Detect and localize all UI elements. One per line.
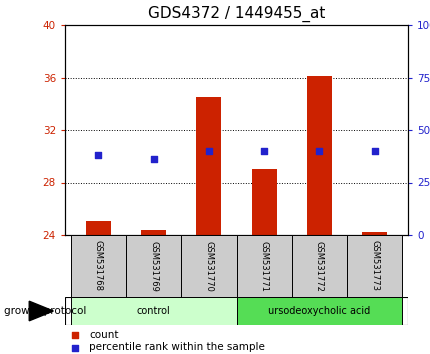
Text: GSM531770: GSM531770 xyxy=(204,241,213,291)
Text: control: control xyxy=(136,306,170,316)
Bar xyxy=(251,169,276,235)
Point xyxy=(95,152,101,158)
Polygon shape xyxy=(29,301,53,321)
Title: GDS4372 / 1449455_at: GDS4372 / 1449455_at xyxy=(147,6,324,22)
FancyBboxPatch shape xyxy=(291,235,346,297)
Text: GSM531768: GSM531768 xyxy=(93,240,102,291)
Point xyxy=(315,148,322,154)
Point xyxy=(150,156,157,162)
Bar xyxy=(86,221,111,235)
Point xyxy=(260,148,267,154)
Point xyxy=(72,345,79,350)
Text: percentile rank within the sample: percentile rank within the sample xyxy=(89,343,264,353)
FancyBboxPatch shape xyxy=(181,235,236,297)
Point xyxy=(72,332,79,337)
Text: count: count xyxy=(89,330,118,339)
Bar xyxy=(306,76,331,235)
FancyBboxPatch shape xyxy=(126,235,181,297)
Text: GSM531771: GSM531771 xyxy=(259,241,268,291)
Text: growth protocol: growth protocol xyxy=(4,306,86,316)
Point xyxy=(371,148,378,154)
Text: GSM531769: GSM531769 xyxy=(149,241,158,291)
FancyBboxPatch shape xyxy=(236,297,402,325)
FancyBboxPatch shape xyxy=(71,235,126,297)
Text: GSM531772: GSM531772 xyxy=(314,241,323,291)
Text: ursodeoxycholic acid: ursodeoxycholic acid xyxy=(268,306,370,316)
FancyBboxPatch shape xyxy=(71,297,236,325)
Point xyxy=(205,148,212,154)
Bar xyxy=(362,232,387,235)
Text: GSM531773: GSM531773 xyxy=(369,240,378,291)
FancyBboxPatch shape xyxy=(236,235,291,297)
Bar xyxy=(196,97,221,235)
Bar xyxy=(141,230,166,235)
FancyBboxPatch shape xyxy=(346,235,402,297)
